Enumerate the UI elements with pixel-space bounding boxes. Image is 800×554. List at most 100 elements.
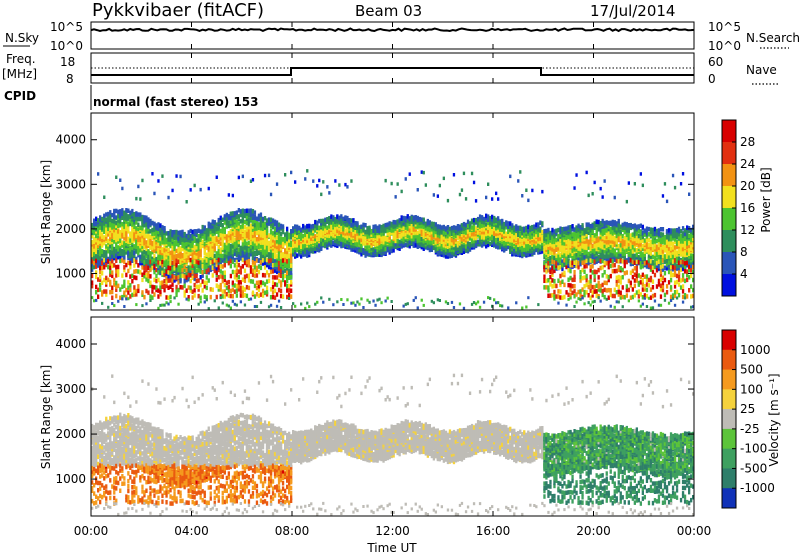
echo-cell (247, 220, 251, 226)
echo-cell (390, 221, 393, 227)
echo-cell (107, 222, 110, 228)
echo-cell (193, 282, 196, 288)
echo-cell (378, 297, 381, 301)
echo-cell (111, 218, 114, 224)
echo-cell (95, 216, 98, 222)
echo-cell (430, 245, 434, 250)
echo-cell (145, 226, 148, 231)
echo-cell (227, 220, 231, 225)
echo-cell (223, 232, 227, 237)
echo-cell (191, 259, 194, 265)
echo-cell (257, 287, 261, 292)
echo-cell (201, 228, 204, 234)
echo-cell (115, 223, 118, 228)
echo-cell (203, 300, 206, 304)
echo-cell (505, 220, 508, 225)
echo-cell (169, 265, 172, 271)
echo-cell (422, 224, 425, 230)
echo-cell (117, 209, 120, 215)
echo-cell (265, 285, 269, 291)
echo-cell (211, 253, 214, 259)
echo-cell (153, 253, 156, 259)
echo-cell (215, 222, 218, 227)
echo-cell (151, 227, 154, 233)
echo-cell (267, 173, 271, 178)
echo-cell (261, 233, 265, 239)
echo-cell (358, 302, 361, 306)
echo-cell (422, 231, 425, 236)
echo-cell (119, 295, 122, 300)
echo-cell (402, 237, 405, 243)
echo-cell (95, 264, 98, 269)
echo-cell (149, 274, 152, 279)
echo-cell (131, 212, 134, 217)
echo-cell (127, 245, 130, 251)
echo-cell (420, 236, 423, 242)
echo-cell (362, 248, 365, 253)
echo-cell (221, 247, 224, 253)
echo-cell (109, 249, 112, 254)
echo-cell (129, 294, 132, 299)
echo-cell (394, 241, 397, 247)
echo-cell (251, 224, 255, 229)
echo-cell (286, 246, 289, 252)
echo-cell (286, 278, 289, 284)
echo-cell (137, 245, 140, 250)
echo-cell (123, 305, 126, 308)
echo-cell (171, 237, 174, 243)
echo-cell (197, 262, 200, 268)
echo-cell (153, 231, 156, 236)
echo-cell (271, 275, 275, 280)
echo-cell (410, 228, 413, 233)
echo-cell (145, 246, 148, 252)
echo-cell (177, 265, 180, 270)
echo-cell (418, 227, 421, 232)
echo-cell (422, 246, 425, 251)
echo-cell (292, 239, 295, 244)
echo-cell (394, 226, 397, 231)
echo-cell (292, 246, 295, 251)
echo-cell (173, 246, 176, 252)
echo-cell (416, 215, 419, 221)
echo-cell (255, 244, 259, 249)
echo-cell (420, 298, 423, 302)
echo-cell (237, 224, 241, 229)
echo-cell (117, 299, 120, 303)
echo-cell (157, 263, 160, 269)
echo-cell (125, 262, 128, 268)
echo-cell (151, 235, 154, 240)
echo-cell (364, 246, 367, 251)
echo-cell (286, 249, 289, 255)
echo-cell (119, 209, 122, 214)
echo-cell (332, 219, 335, 225)
echo-cell (221, 301, 224, 305)
echo-cell (342, 216, 345, 222)
echo-cell (428, 226, 432, 232)
echo-cell (115, 264, 118, 270)
echo-cell (103, 257, 106, 263)
echo-cell (123, 254, 126, 260)
echo-cell (159, 280, 162, 286)
echo-cell (394, 235, 397, 240)
echo-cell (265, 238, 269, 243)
echo-cell (517, 179, 520, 183)
echo-cell (229, 250, 233, 255)
echo-cell (119, 230, 122, 235)
echo-cell (273, 230, 277, 235)
echo-cell (450, 225, 454, 231)
echo-cell (159, 303, 162, 307)
echo-cell (275, 304, 279, 308)
echo-cell (157, 294, 160, 299)
echo-cell (185, 261, 188, 267)
echo-cell (207, 307, 210, 311)
echo-cell (101, 232, 104, 237)
echo-cell (271, 240, 275, 246)
echo-cell (288, 297, 291, 300)
echo-cell (147, 274, 150, 279)
echo-cell (119, 223, 122, 228)
echo-cell (109, 244, 112, 249)
echo-cell (191, 270, 194, 275)
echo-cell (507, 306, 510, 310)
echo-cell (279, 306, 283, 309)
echo-cell (105, 244, 108, 249)
